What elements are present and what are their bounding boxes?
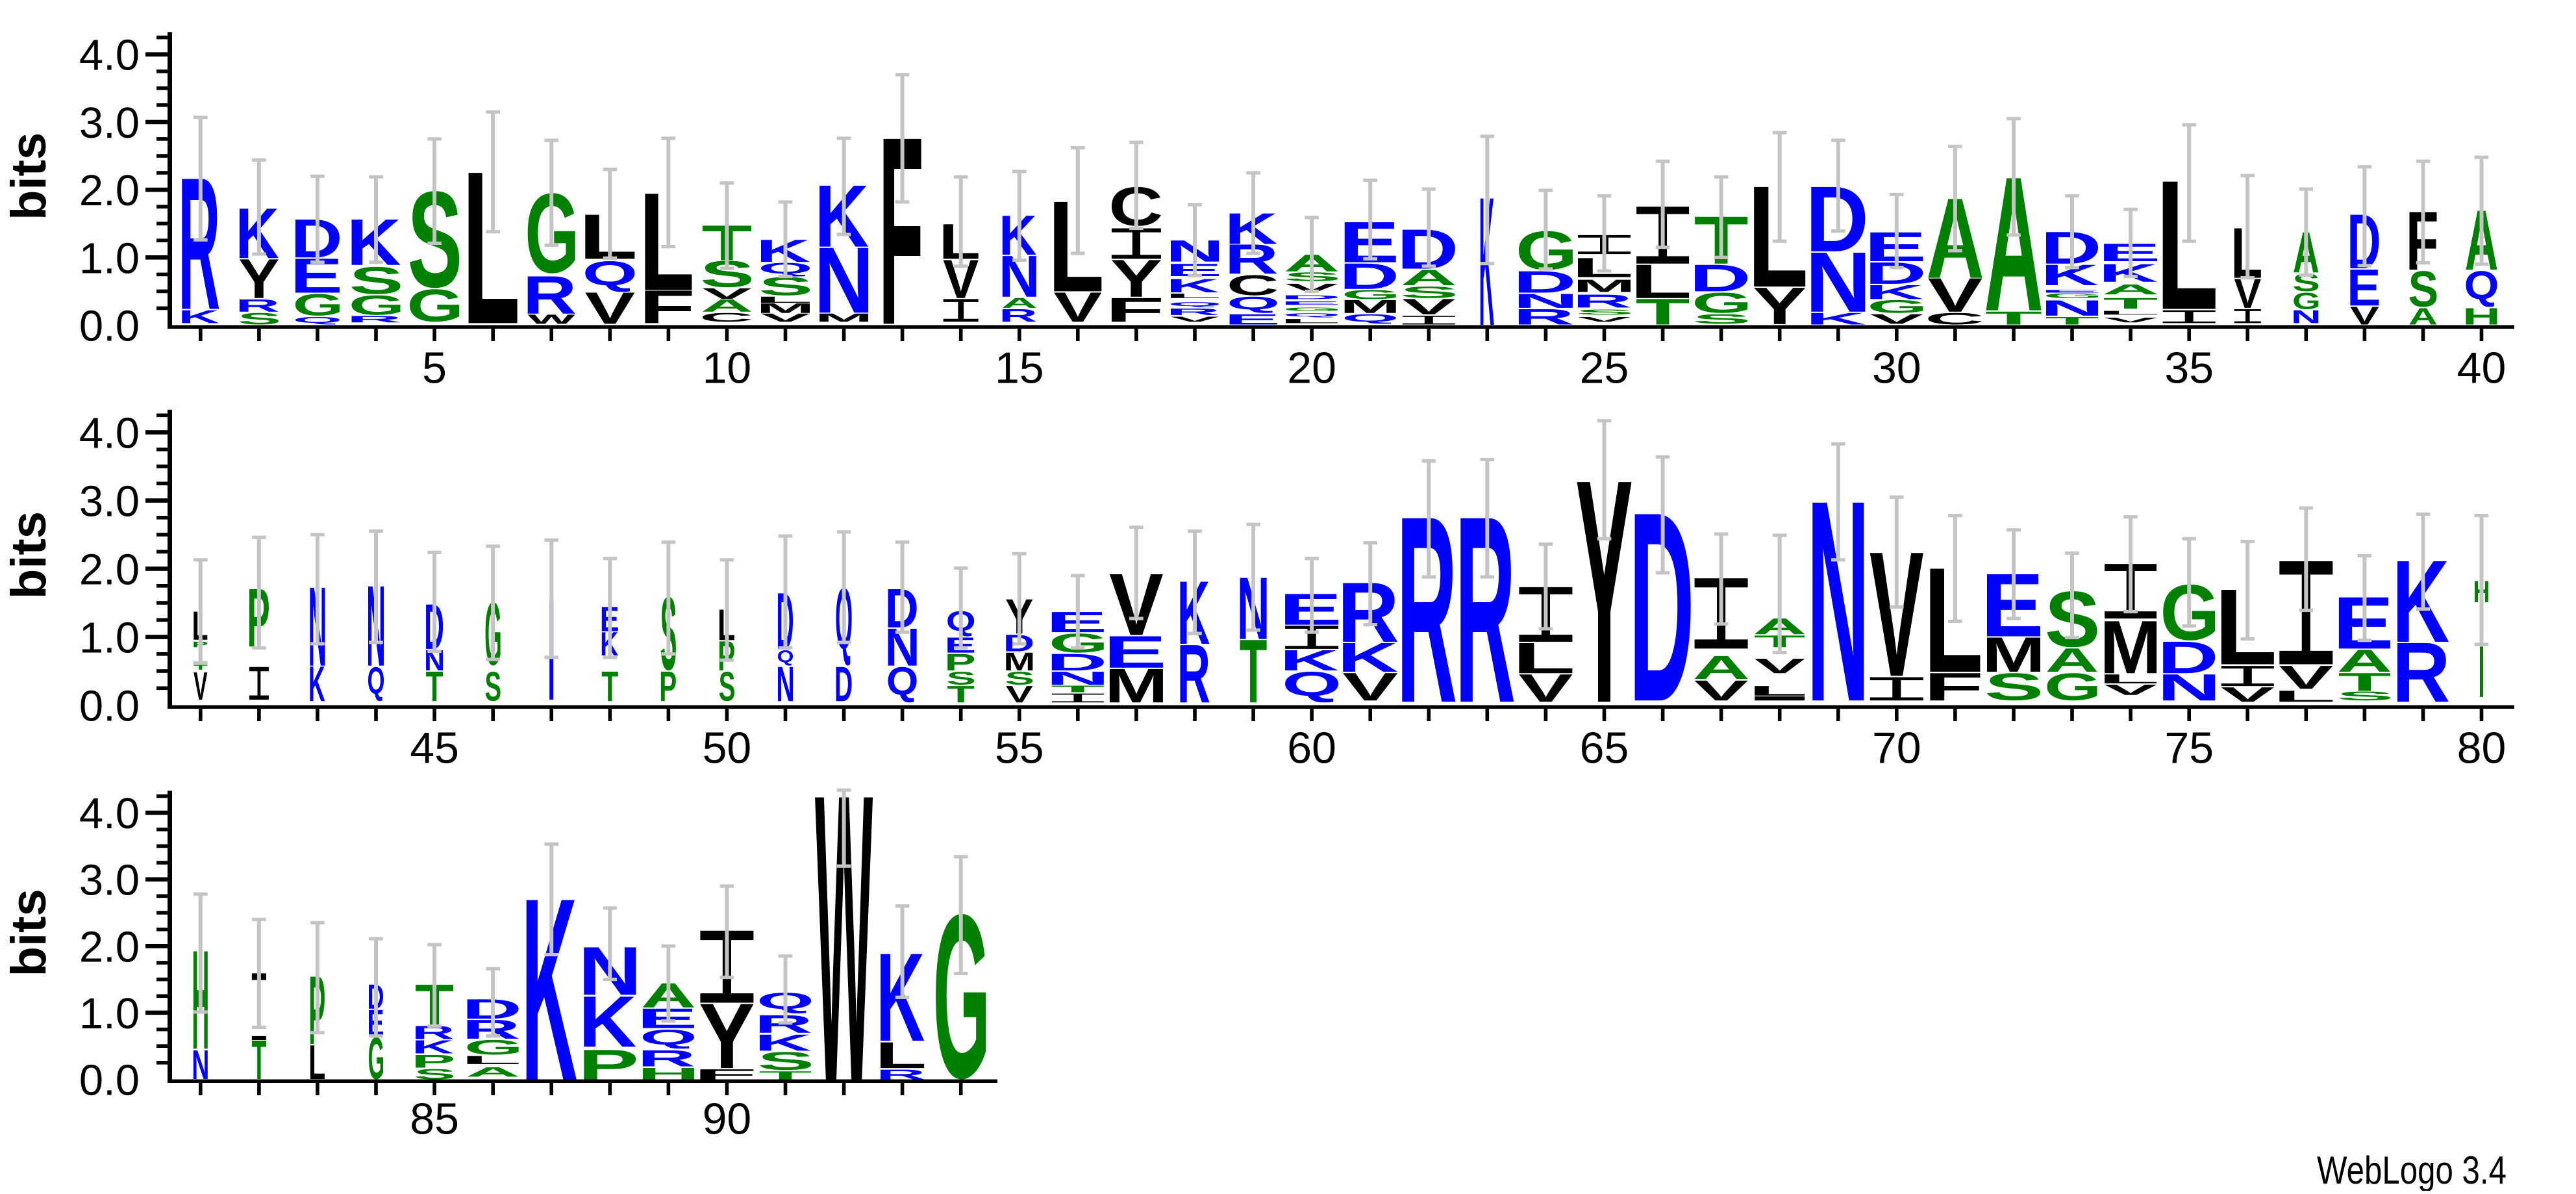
svg-text:1.0: 1.0	[79, 989, 140, 1038]
svg-text:bits: bits	[1, 511, 56, 599]
svg-text:3.0: 3.0	[79, 477, 140, 526]
svg-text:25: 25	[1580, 344, 1629, 393]
svg-text:1.0: 1.0	[79, 234, 140, 283]
svg-text:85: 85	[410, 1095, 459, 1144]
svg-text:3.0: 3.0	[79, 856, 140, 905]
svg-text:80: 80	[2457, 724, 2507, 773]
svg-text:0.0: 0.0	[79, 302, 140, 351]
svg-text:45: 45	[410, 724, 459, 773]
svg-text:65: 65	[1580, 724, 1629, 773]
svg-text:2.0: 2.0	[79, 922, 140, 971]
svg-text:3.0: 3.0	[79, 99, 140, 147]
svg-text:75: 75	[2164, 724, 2214, 773]
svg-text:WebLogo 3.4: WebLogo 3.4	[2317, 1149, 2507, 1191]
svg-text:2.0: 2.0	[79, 546, 140, 594]
svg-text:4.0: 4.0	[79, 31, 140, 80]
svg-text:0.0: 0.0	[79, 682, 140, 731]
svg-text:30: 30	[1872, 344, 1921, 393]
svg-text:35: 35	[2164, 344, 2214, 393]
svg-text:1.0: 1.0	[79, 614, 140, 663]
svg-text:10: 10	[703, 344, 752, 393]
svg-text:bits: bits	[1, 889, 56, 976]
svg-text:0.0: 0.0	[79, 1056, 140, 1105]
svg-text:4.0: 4.0	[79, 409, 140, 458]
svg-text:4.0: 4.0	[79, 789, 140, 838]
svg-text:5: 5	[422, 344, 447, 393]
svg-text:2.0: 2.0	[79, 166, 140, 215]
svg-text:15: 15	[995, 344, 1044, 393]
svg-text:60: 60	[1287, 724, 1336, 773]
svg-text:bits: bits	[1, 133, 56, 220]
svg-text:90: 90	[703, 1095, 752, 1144]
svg-text:55: 55	[995, 724, 1044, 773]
svg-text:50: 50	[703, 724, 752, 773]
svg-text:40: 40	[2457, 344, 2507, 393]
svg-text:70: 70	[1872, 724, 1921, 773]
svg-text:20: 20	[1287, 344, 1336, 393]
